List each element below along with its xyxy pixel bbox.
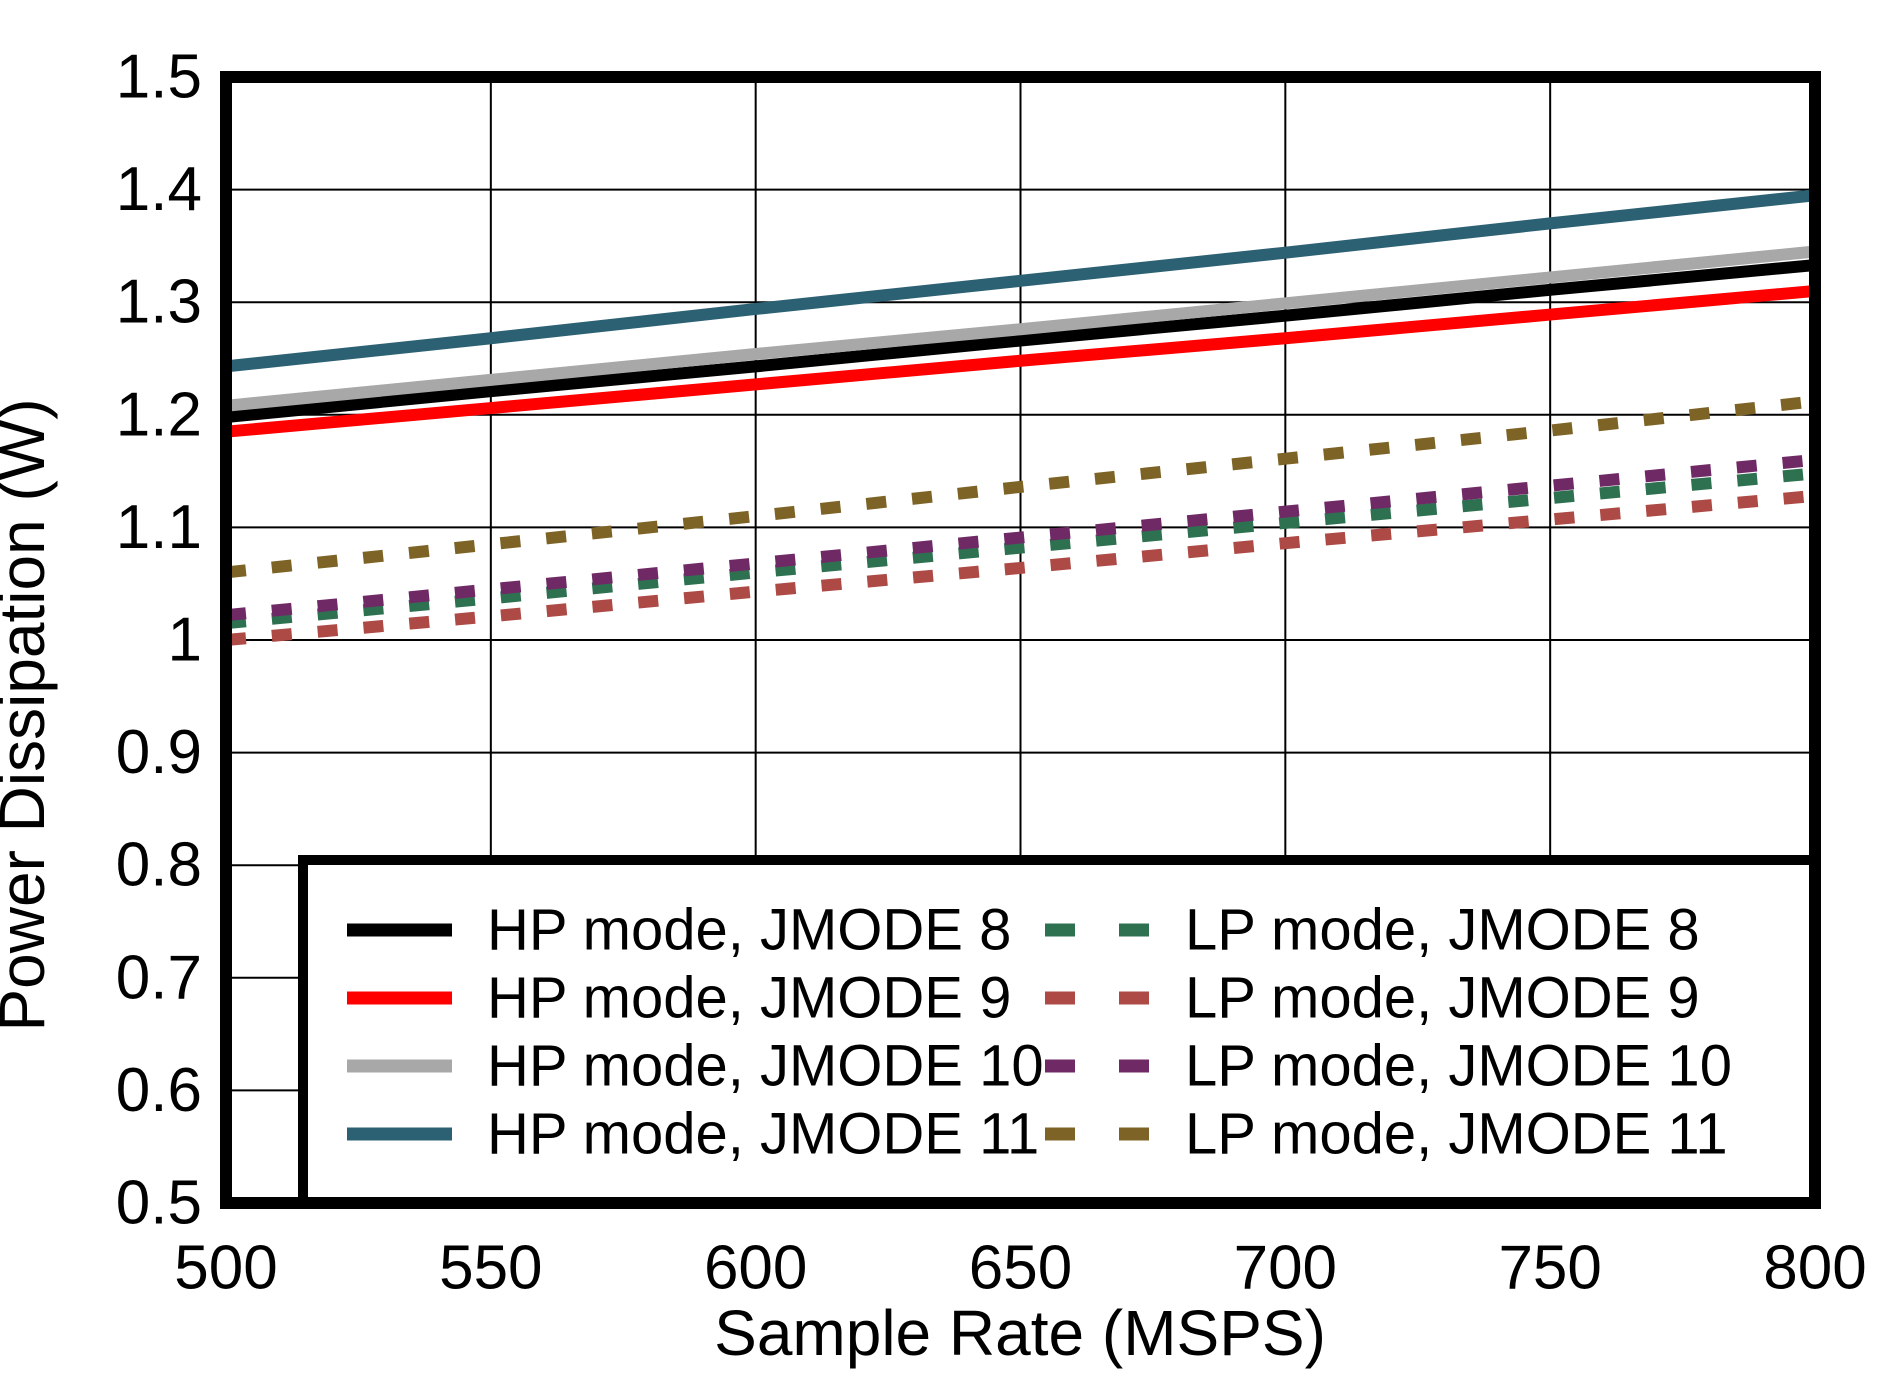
series-line-hp-mode-jmode-11	[225, 189, 1816, 373]
x-tick-label: 800	[1763, 1234, 1866, 1303]
y-tick-label: 1	[168, 606, 202, 675]
legend-label-hp-mode-jmode-8: HP mode, JMODE 8	[487, 898, 1011, 963]
y-tick-label: 1.5	[116, 43, 202, 112]
y-tick-label: 1.3	[116, 268, 202, 337]
x-tick-label: 600	[704, 1234, 807, 1303]
series-group	[225, 189, 1816, 646]
y-axis-title: Power Dissipation (W)	[0, 398, 58, 1031]
x-tick-label: 650	[969, 1234, 1072, 1303]
x-tick-label: 500	[174, 1234, 277, 1303]
x-tick-label: 750	[1498, 1234, 1601, 1303]
legend-label-lp-mode-jmode-10: LP mode, JMODE 10	[1185, 1034, 1732, 1099]
series-line-hp-mode-jmode-8	[225, 259, 1816, 424]
legend-label-hp-mode-jmode-9: HP mode, JMODE 9	[487, 966, 1011, 1031]
legend-label-lp-mode-jmode-9: LP mode, JMODE 9	[1185, 966, 1700, 1031]
y-tick-label: 1.1	[116, 493, 202, 562]
y-tick-label: 1.4	[116, 155, 202, 224]
y-tick-label: 0.8	[116, 831, 202, 900]
x-axis-title: Sample Rate (MSPS)	[714, 1297, 1326, 1369]
plot-border-group	[220, 71, 1821, 1209]
legend-label-lp-mode-jmode-8: LP mode, JMODE 8	[1185, 898, 1700, 963]
legend-label-hp-mode-jmode-11: HP mode, JMODE 11	[487, 1102, 1039, 1167]
legend-label-lp-mode-jmode-11: LP mode, JMODE 11	[1185, 1102, 1728, 1167]
legend-label-hp-mode-jmode-10: HP mode, JMODE 10	[487, 1034, 1044, 1099]
series-line-hp-mode-jmode-9	[225, 284, 1816, 438]
y-tick-label: 0.9	[116, 718, 202, 787]
series-line-lp-mode-jmode-8	[225, 467, 1816, 630]
plot-border	[220, 71, 1821, 1209]
y-tick-label: 1.2	[116, 380, 202, 449]
series-line-lp-mode-jmode-9	[225, 489, 1816, 646]
legend-group: HP mode, JMODE 8HP mode, JMODE 9HP mode,…	[298, 855, 1820, 1208]
y-tick-label: 0.5	[116, 1169, 202, 1238]
x-tick-label: 700	[1234, 1234, 1337, 1303]
series-line-lp-mode-jmode-11	[225, 395, 1816, 579]
y-tick-label: 0.6	[116, 1056, 202, 1125]
series-line-hp-mode-jmode-10	[225, 245, 1816, 412]
tick-labels-group: 500 550 600 650 700 750 800 0.5 0.6 0.7 0.8 0.9 1 1.1…	[116, 43, 1867, 1303]
x-tick-label: 550	[439, 1234, 542, 1303]
y-tick-label: 0.7	[116, 943, 202, 1012]
series-line-lp-mode-jmode-10	[225, 453, 1816, 622]
